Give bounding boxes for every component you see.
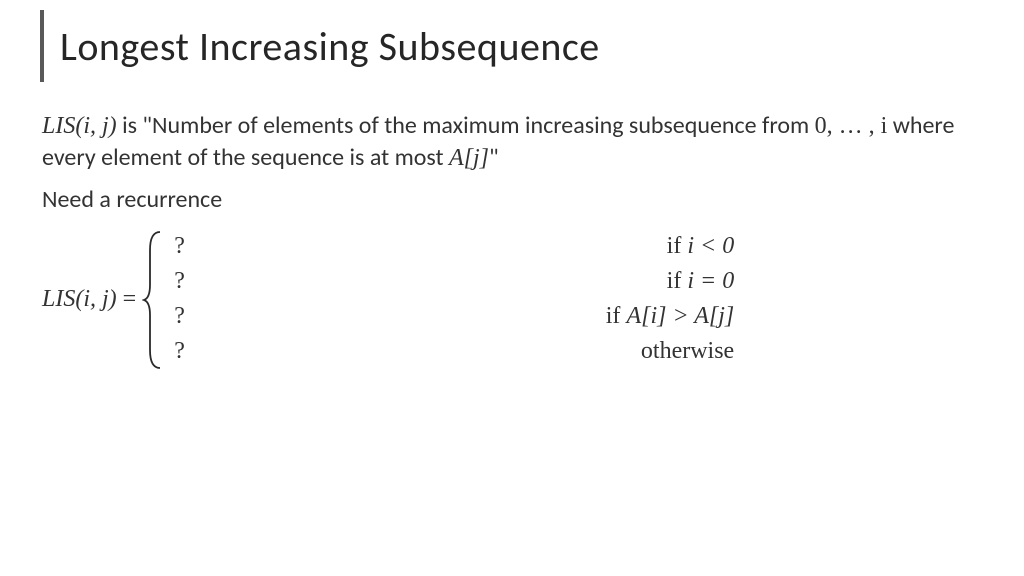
func-name: LIS bbox=[42, 113, 75, 139]
lhs-func: LIS bbox=[42, 286, 75, 312]
slide: Longest Increasing Subsequence LIS(i, j)… bbox=[0, 0, 1024, 576]
def-close-quote: " bbox=[489, 143, 499, 172]
case-3-if: if bbox=[606, 303, 627, 329]
left-brace bbox=[142, 230, 164, 370]
case-4: ? otherwise bbox=[174, 336, 734, 367]
slide-body: LIS(i, j) is "Number of elements of the … bbox=[42, 110, 982, 370]
need-recurrence-text: Need a recurrence bbox=[42, 184, 982, 215]
definition-paragraph: LIS(i, j) is "Number of elements of the … bbox=[42, 110, 982, 174]
case-1: ? if i < 0 bbox=[174, 231, 734, 262]
case-3-condition: if A[i] > A[j] bbox=[214, 301, 734, 332]
def-text-1: is "Number of elements of the maximum in… bbox=[117, 111, 815, 140]
equation-lhs: LIS(i, j) = bbox=[42, 284, 136, 315]
case-1-math: i < 0 bbox=[687, 233, 734, 259]
case-2: ? if i = 0 bbox=[174, 266, 734, 297]
title-accent-bar bbox=[40, 10, 44, 82]
case-1-if: if bbox=[667, 233, 688, 259]
case-4-condition: otherwise bbox=[214, 336, 734, 367]
case-3-math: A[i] > A[j] bbox=[626, 303, 734, 329]
brace-icon bbox=[142, 230, 164, 370]
case-2-condition: if i = 0 bbox=[214, 266, 734, 297]
case-2-value: ? bbox=[174, 266, 214, 297]
equals-sign: = bbox=[117, 286, 137, 312]
case-3: ? if A[i] > A[j] bbox=[174, 301, 734, 332]
slide-title: Longest Increasing Subsequence bbox=[60, 22, 600, 71]
case-1-value: ? bbox=[174, 231, 214, 262]
def-range: 0, … , i bbox=[815, 113, 888, 139]
cases-block: ? if i < 0 ? if i = 0 ? if A[i] > A[j] ?… bbox=[174, 230, 734, 370]
recurrence-equation: LIS(i, j) = ? if i < 0 ? if i = 0 bbox=[42, 230, 982, 370]
case-2-math: i = 0 bbox=[687, 268, 734, 294]
case-2-if: if bbox=[667, 268, 688, 294]
equation-row: LIS(i, j) = ? if i < 0 ? if i = 0 bbox=[42, 230, 982, 370]
lhs-args: (i, j) bbox=[75, 286, 116, 312]
case-4-math: otherwise bbox=[641, 338, 734, 364]
case-3-value: ? bbox=[174, 301, 214, 332]
case-1-condition: if i < 0 bbox=[214, 231, 734, 262]
def-bound: A[j] bbox=[449, 145, 489, 171]
func-args: (i, j) bbox=[75, 113, 116, 139]
case-4-value: ? bbox=[174, 336, 214, 367]
